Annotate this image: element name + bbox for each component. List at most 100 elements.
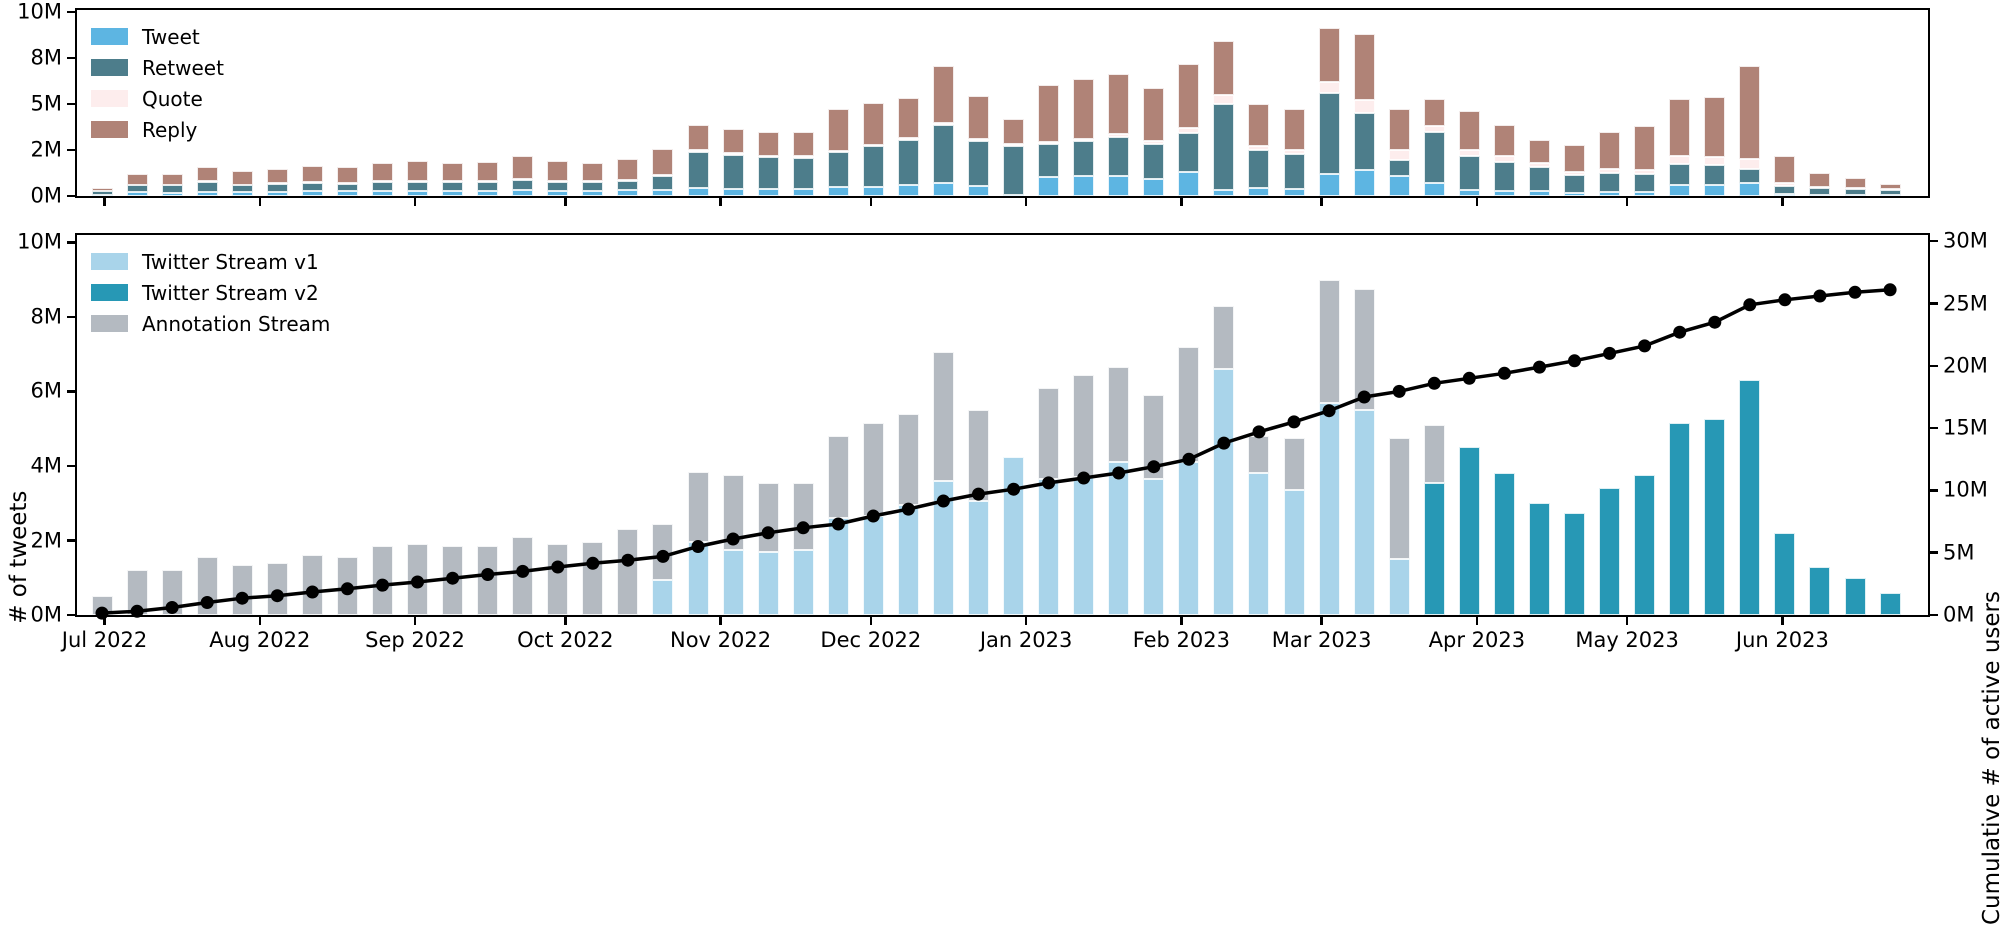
tweet-types-chart: 0M 2M 5M 8M 10M Tweet Retweet Quote Reply (17, 1, 1930, 206)
bar-segment-retweet (1388, 160, 1410, 176)
bar-segment-tweet (1739, 183, 1761, 196)
bar-segment-retweet (792, 157, 814, 190)
bar-segment-tweet (442, 190, 464, 196)
bar-segment-retweet (1038, 143, 1060, 177)
x-axis-tick-label: Apr 2023 (1428, 628, 1526, 652)
bar-segment-retweet (1248, 149, 1270, 188)
bar-segment-retweet (932, 124, 954, 183)
legend-swatch (91, 284, 128, 301)
line-dot (481, 568, 495, 581)
bar-segment-retweet (161, 185, 183, 193)
bar-segment-quote (932, 122, 954, 125)
line-dot (1778, 293, 1792, 307)
bar-segment-tweet (231, 192, 253, 196)
bar-segment-quote (1774, 183, 1796, 186)
bar-segment-twitter-stream-v1 (1353, 410, 1375, 615)
bar-segment-retweet (1669, 163, 1691, 185)
bar-segment-twitter-stream-v2 (1564, 512, 1586, 615)
line-dot (1427, 376, 1441, 390)
line-dot (796, 521, 810, 535)
bar-segment-reply (652, 149, 674, 175)
bar-segment-reply (1423, 99, 1445, 127)
line-dot (1357, 390, 1371, 404)
line-dot (621, 553, 635, 567)
bar-segment-twitter-stream-v1 (968, 501, 989, 615)
bar-segment-retweet (1844, 188, 1866, 196)
right-axis-tick-label: 5M (1943, 540, 1975, 565)
y-axis-tick (67, 464, 77, 468)
right-axis-tick (1928, 364, 1938, 368)
bar-segment-tweet (1178, 172, 1200, 196)
bar-segment-retweet (1704, 164, 1726, 185)
cumulative-users-line (95, 283, 1897, 620)
bar-segment-tweet (757, 189, 779, 196)
line-dot (1392, 384, 1406, 398)
line-dot (1112, 466, 1126, 480)
bar-segment-retweet (1458, 155, 1480, 191)
bar-segment-tweet (897, 184, 919, 196)
bar-segment-retweet (827, 152, 849, 187)
line-dot (1848, 285, 1862, 299)
line-dot (1497, 366, 1511, 380)
bar-segment-retweet (1493, 161, 1515, 192)
stream-volume-axes: Jul 2022 Aug 2022 Sep 2022 Oct 2022 Nov 2022… (17, 230, 1988, 650)
bar-segment-tweet (336, 191, 358, 196)
bar-segment-retweet (1528, 167, 1550, 192)
bar-segment-retweet (512, 180, 534, 191)
bar-segment-reply (582, 162, 604, 182)
bar-segment-retweet (407, 181, 429, 191)
bar-segment-tweet (1318, 173, 1340, 196)
y-axis-tick-label: 2M (30, 137, 62, 162)
y-axis-label-tweets: # of tweets (6, 490, 32, 624)
x-axis-tick (103, 196, 106, 206)
bar-segment-tweet (1458, 190, 1480, 196)
y-axis-tick (67, 390, 77, 393)
x-axis-tick (413, 196, 417, 206)
legend-label: Quote (142, 86, 203, 111)
line-dot (340, 582, 354, 596)
x-axis-tick (1781, 615, 1784, 625)
legend-swatch (91, 253, 128, 270)
x-axis-tick (1320, 196, 1323, 206)
bar-segment-twitter-stream-v1 (1143, 479, 1165, 615)
line-dot (411, 575, 424, 589)
bar-segment-quote (1178, 127, 1200, 134)
bar-segment-tweet (652, 190, 674, 196)
bar-segment-retweet (968, 141, 989, 186)
bar-segment-tweet (862, 186, 884, 196)
bar-segment-twitter-stream-v1 (932, 480, 954, 615)
bar-segment-tweet (617, 190, 639, 196)
legend-swatch (91, 121, 128, 138)
bar-segment-reply (968, 95, 989, 140)
line-dot (586, 556, 600, 570)
bar-segment-quote (1493, 156, 1515, 162)
bar-segment-twitter-stream-v2 (1774, 533, 1796, 615)
stream-volume-chart: Jul 2022 Aug 2022 Sep 2022 Oct 2022 Nov 2022… (17, 230, 1988, 650)
bar-segment-retweet (1318, 92, 1340, 174)
y-axis-tick-label: 0M (30, 183, 62, 208)
bar-segment-reply (1353, 33, 1375, 101)
tweet-types-legend: Tweet Retweet Quote Reply (91, 21, 224, 145)
x-axis-tick (258, 196, 262, 206)
line-dot (1147, 460, 1161, 474)
bar-segment-reply (792, 131, 814, 157)
bar-segment-quote (1318, 81, 1340, 93)
x-axis-tick-label: Oct 2022 (517, 628, 614, 652)
y-axis-tick-label: 0M (30, 602, 62, 627)
line-dot (1077, 471, 1091, 485)
bar-segment-annotation-stream (1318, 279, 1340, 403)
bar-segment-tweet (1213, 189, 1235, 196)
right-axis-tick (1928, 426, 1938, 430)
bar-segment-annotation-stream (266, 562, 288, 615)
bar-segment-twitter-stream-v2 (1528, 503, 1550, 615)
line-dot (1813, 289, 1827, 303)
bar-segment-tweet (722, 188, 744, 196)
right-axis-tick (1928, 489, 1938, 492)
bar-segment-retweet (1423, 132, 1445, 184)
line-dot (761, 526, 775, 540)
bar-segment-reply (1108, 74, 1130, 135)
y-axis-tick (67, 241, 77, 244)
bar-segment-tweet (792, 189, 814, 196)
bar-segment-retweet (722, 154, 744, 189)
bar-segment-retweet (1073, 141, 1095, 176)
